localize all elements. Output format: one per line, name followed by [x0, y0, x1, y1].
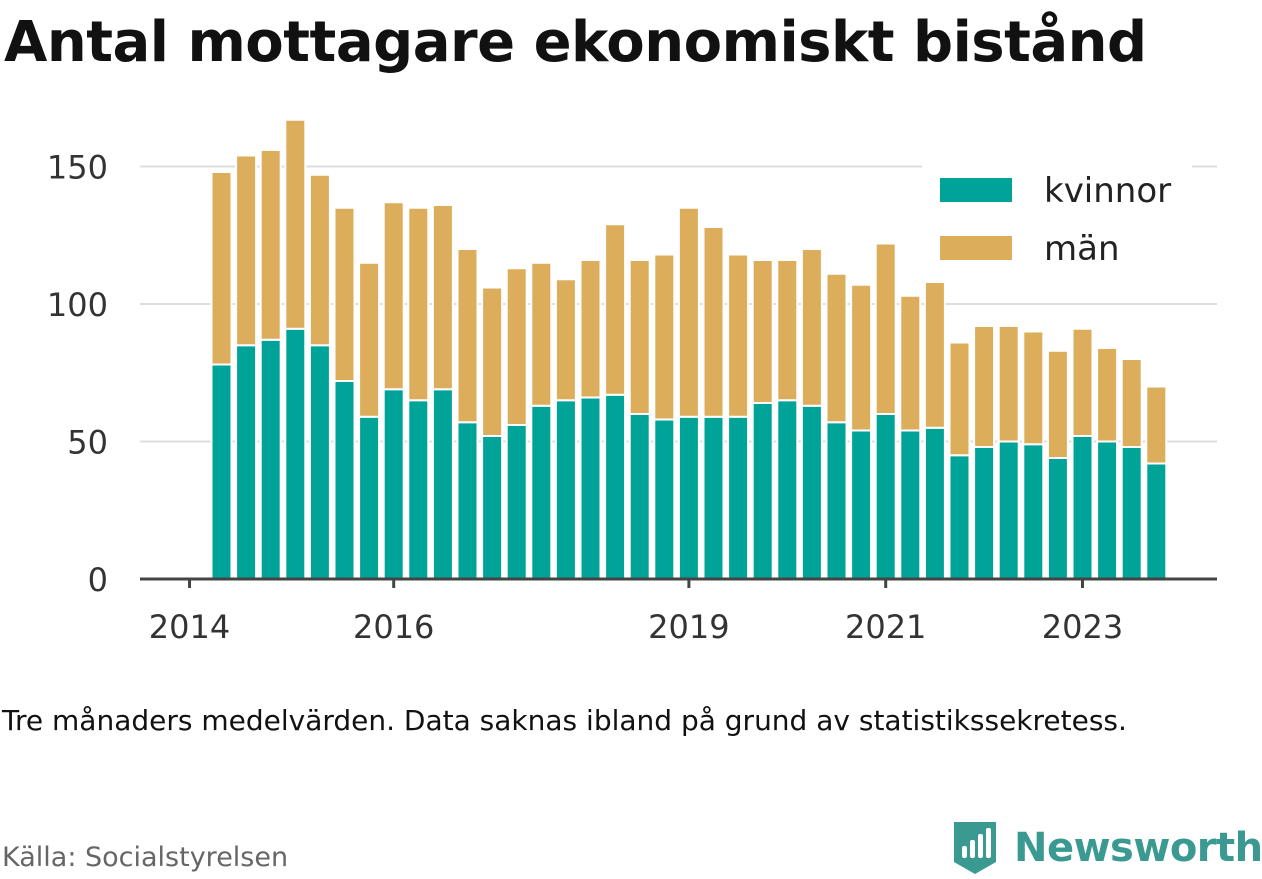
bar-kvinnor — [333, 380, 356, 580]
bar-man — [456, 248, 479, 424]
bar-man — [825, 272, 848, 424]
bar-man — [997, 325, 1020, 443]
bar-man — [481, 286, 504, 437]
bar-man — [431, 204, 454, 391]
bar-kvinnor — [800, 404, 823, 580]
x-tick-label: 2016 — [353, 608, 434, 646]
bar-man — [628, 259, 651, 415]
bar-man — [1120, 358, 1143, 448]
bar-man — [1046, 349, 1069, 459]
bar-kvinnor — [776, 399, 799, 580]
bar-kvinnor — [481, 435, 504, 580]
bar-kvinnor — [677, 415, 700, 580]
bar-kvinnor — [850, 429, 873, 580]
bar-kvinnor — [210, 363, 233, 580]
bar-kvinnor — [997, 440, 1020, 580]
bar-kvinnor — [505, 424, 528, 580]
bar-man — [1096, 347, 1119, 443]
bar-man — [702, 226, 725, 418]
bar-kvinnor — [1071, 435, 1094, 580]
bar-man — [554, 278, 577, 402]
bar-kvinnor — [727, 415, 750, 580]
bar-man — [653, 253, 676, 421]
bar-kvinnor — [407, 399, 430, 580]
bar-kvinnor — [1145, 462, 1168, 580]
chart-title: Antal mottagare ekonomiskt bistånd — [4, 10, 1147, 75]
legend-swatch-kvinnor — [940, 178, 1012, 202]
bar-man — [604, 223, 627, 396]
bar-man — [259, 149, 282, 341]
legend-swatch-man — [940, 236, 1012, 260]
bar-man — [579, 259, 602, 399]
x-tick-label: 2023 — [1042, 608, 1123, 646]
bar-man — [407, 206, 430, 402]
bar-kvinnor — [751, 402, 774, 580]
bar-kvinnor — [628, 413, 651, 580]
bar-kvinnor — [948, 454, 971, 580]
bar-kvinnor — [1022, 443, 1045, 580]
y-tick-label: 0 — [88, 561, 108, 599]
brand-name: Newsworthy — [1014, 825, 1262, 871]
bar-kvinnor — [579, 396, 602, 580]
bar-kvinnor — [308, 344, 331, 580]
source-text: Källa: Socialstyrelsen — [2, 842, 289, 873]
bar-kvinnor — [284, 327, 307, 580]
bar-man — [530, 261, 553, 407]
bar-kvinnor — [973, 446, 996, 580]
bar-man — [800, 248, 823, 407]
bar-man — [284, 118, 307, 330]
bar-man — [308, 173, 331, 347]
bar-man — [235, 154, 258, 347]
bar-man — [850, 283, 873, 432]
x-tick-label: 2021 — [845, 608, 926, 646]
bar-man — [776, 259, 799, 402]
newsworthy-logo-icon — [954, 822, 996, 874]
bar-kvinnor — [554, 399, 577, 580]
bar-kvinnor — [1046, 457, 1069, 580]
legend: kvinnor män — [922, 164, 1192, 274]
bar-kvinnor — [899, 429, 922, 580]
bar-man — [333, 206, 356, 382]
bar-kvinnor — [382, 388, 405, 580]
bar-man — [1022, 330, 1045, 446]
bar-kvinnor — [604, 393, 627, 580]
bar-kvinnor — [456, 421, 479, 580]
bar-man — [210, 171, 233, 366]
bar-man — [677, 206, 700, 418]
x-tick-label: 2014 — [149, 608, 230, 646]
legend-label-kvinnor: kvinnor — [1044, 171, 1171, 211]
bar-kvinnor — [358, 415, 381, 580]
bar-kvinnor — [235, 344, 258, 580]
bar-kvinnor — [874, 413, 897, 580]
bar-kvinnor — [431, 388, 454, 580]
bar-man — [1071, 327, 1094, 437]
bar-kvinnor — [653, 418, 676, 580]
y-tick-label: 100 — [47, 286, 108, 324]
bar-kvinnor — [825, 421, 848, 580]
stacked-bar-chart: 0 50 100 150 2014 2016 2019 2021 2023 kvinnor män — [47, 118, 1217, 646]
bar-man — [874, 242, 897, 415]
bar-man — [948, 341, 971, 457]
bar-man — [727, 253, 750, 418]
bar-man — [358, 261, 381, 418]
bar-kvinnor — [1096, 440, 1119, 580]
newsworthy-brand: Newsworthy — [950, 818, 1262, 878]
bar-man — [751, 259, 774, 404]
bar-man — [899, 294, 922, 432]
chart-note: Tre månaders medelvärden. Data saknas ib… — [2, 704, 1127, 737]
bar-man — [923, 281, 946, 429]
bar-kvinnor — [923, 426, 946, 580]
bar-kvinnor — [530, 404, 553, 580]
bar-kvinnor — [259, 338, 282, 580]
y-tick-label: 50 — [67, 424, 108, 462]
bar-man — [382, 201, 405, 391]
bar-kvinnor — [1120, 446, 1143, 580]
bar-kvinnor — [702, 415, 725, 580]
bar-man — [973, 325, 996, 448]
y-tick-label: 150 — [47, 149, 108, 187]
x-tick-label: 2019 — [648, 608, 729, 646]
bar-man — [1145, 385, 1168, 465]
legend-label-man: män — [1044, 229, 1120, 269]
bar-man — [505, 267, 528, 426]
